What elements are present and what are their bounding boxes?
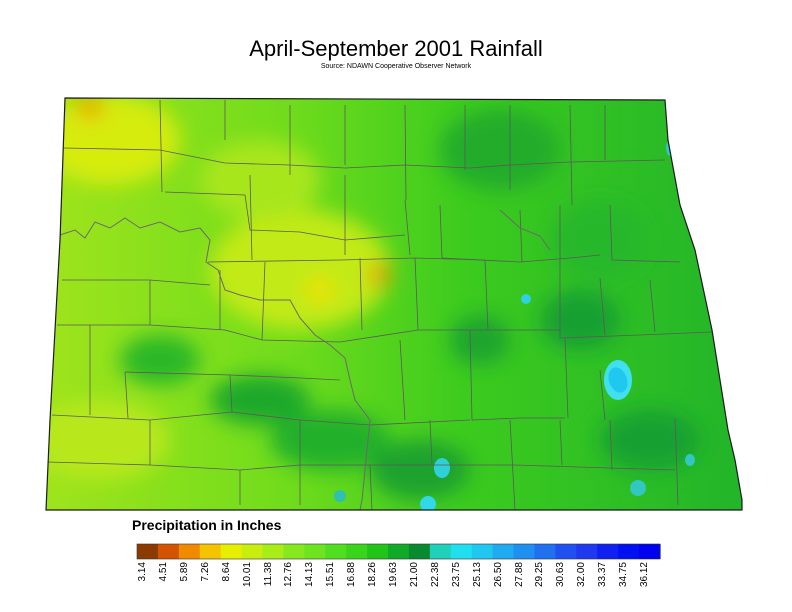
color-scale-cell	[241, 544, 264, 559]
color-scale-value: 27.88	[513, 562, 525, 588]
color-scale-value: 8.64	[220, 562, 232, 582]
color-scale-value: 15.51	[325, 562, 337, 588]
color-scale-value: 10.01	[241, 562, 253, 588]
color-scale-cell	[367, 544, 389, 559]
color-scale-value: 33.37	[597, 562, 609, 588]
precipitation-surface	[46, 98, 742, 510]
color-scale-value: 4.51	[157, 562, 169, 582]
color-scale-value: 14.13	[304, 562, 316, 588]
county-boundaries	[47, 99, 713, 511]
color-scale-cell	[492, 544, 515, 559]
color-scale-value: 3.14	[137, 562, 148, 582]
color-scale-cell	[639, 544, 661, 559]
color-scale-value: 25.13	[471, 562, 483, 588]
color-scale-cell	[325, 544, 347, 559]
color-scale-value: 5.89	[178, 562, 190, 582]
color-scale-value: 12.76	[283, 562, 295, 588]
color-scale-cell	[408, 544, 431, 559]
color-scale-cell	[450, 544, 473, 559]
color-scale-value: 7.26	[199, 562, 211, 582]
color-scale-cell	[513, 544, 536, 559]
color-scale-cell	[304, 544, 326, 559]
color-scale-value: 29.25	[534, 562, 546, 588]
color-scale-cell	[137, 544, 159, 559]
color-scale-cell	[471, 544, 494, 559]
color-scale-value: 23.75	[450, 562, 462, 588]
color-scale-value: 22.38	[429, 562, 441, 588]
river-lines	[59, 209, 551, 511]
color-scale-cell	[576, 544, 598, 559]
color-scale-value: 21.00	[408, 562, 420, 588]
map-title: April-September 2001 Rainfall	[249, 36, 543, 61]
color-scale-cell	[157, 544, 180, 559]
color-scale-cell	[597, 544, 619, 559]
map-subtitle: Source: NDAWN Cooperative Observer Netwo…	[320, 63, 472, 70]
color-scale-cell	[199, 544, 222, 559]
color-scale-frame	[136, 543, 661, 560]
color-scale-cell	[555, 544, 577, 559]
color-scale-cell	[534, 544, 556, 559]
color-scale-value: 19.63	[388, 562, 400, 588]
color-scale-cell	[283, 544, 305, 559]
color-scale-value: 16.88	[346, 562, 358, 588]
color-scale-cell	[220, 544, 243, 559]
legend-title: Precipitation in Inches	[132, 517, 282, 533]
color-scale-cell	[618, 544, 640, 559]
color-scale-value: 30.63	[555, 562, 567, 588]
color-scale-cell	[429, 544, 452, 559]
color-scale-cell	[388, 544, 410, 559]
color-scale-value: 34.75	[618, 562, 630, 588]
color-scale-cell	[346, 544, 368, 559]
color-scale-value: 11.38	[262, 562, 274, 587]
state-outline	[45, 97, 743, 511]
color-scale-value: 18.26	[367, 562, 379, 588]
color-scale-cell	[262, 544, 285, 559]
color-scale-value: 26.50	[492, 562, 504, 588]
color-scale-cell	[178, 544, 201, 559]
color-scale-value: 36.12	[639, 562, 651, 588]
color-scale-value: 32.00	[576, 562, 588, 588]
